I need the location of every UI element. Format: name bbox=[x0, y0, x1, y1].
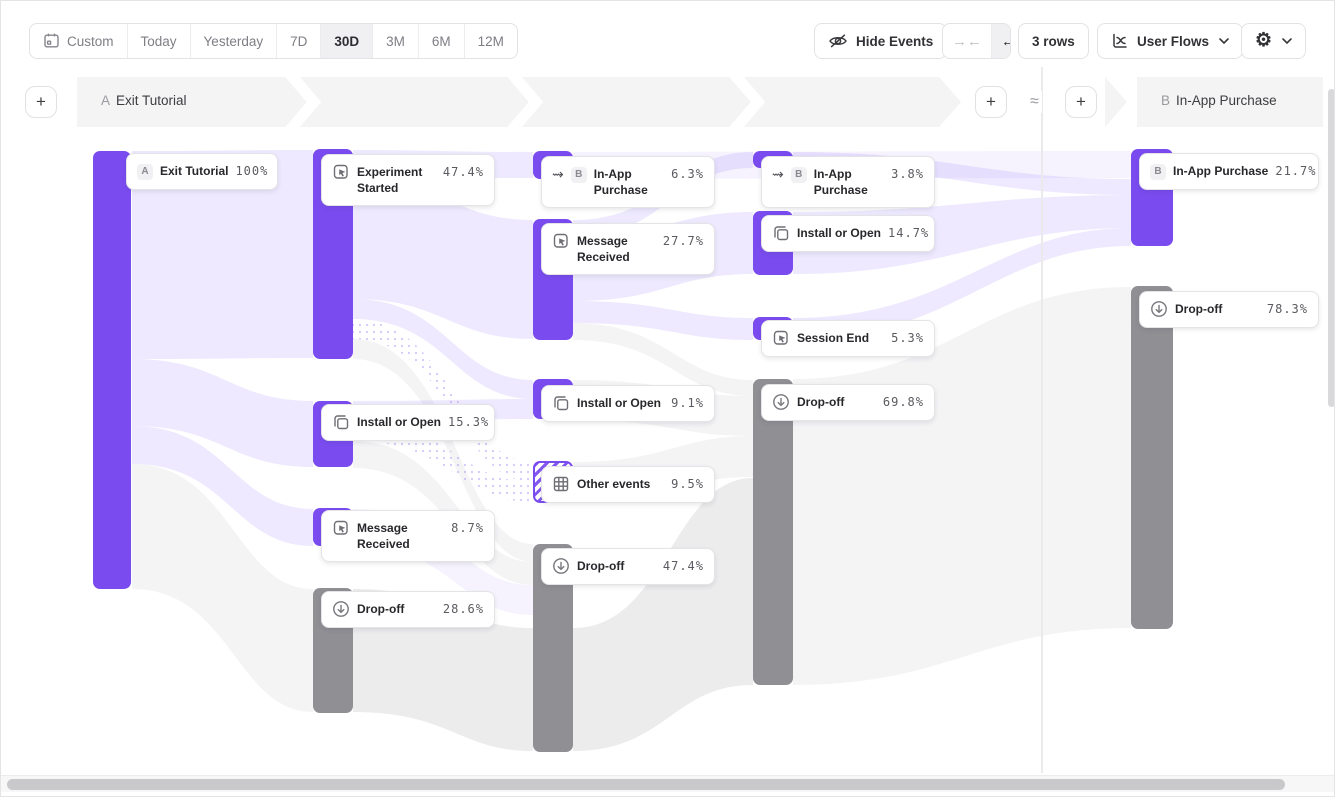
flow-b-banner-tip bbox=[1105, 77, 1127, 127]
date-3m-button[interactable]: 3M bbox=[372, 24, 418, 58]
conversion-arrow-icon: ⇝ bbox=[552, 166, 564, 182]
flow-b-badge: B bbox=[1150, 163, 1166, 180]
date-12m-button[interactable]: 12M bbox=[463, 24, 517, 58]
eye-off-icon bbox=[829, 34, 847, 48]
node-card-in-app-purchase[interactable]: ⇝ B In-App Purchase 3.8% bbox=[761, 156, 935, 209]
auto-track-event-icon bbox=[333, 164, 348, 179]
date-7d-button[interactable]: 7D bbox=[276, 24, 320, 58]
chevron-down-icon bbox=[1219, 38, 1229, 44]
flow-b-badge: B bbox=[790, 166, 807, 183]
install-event-icon bbox=[334, 415, 349, 430]
drop-off-icon bbox=[1151, 301, 1167, 317]
collapse-expand-control: →← ←→ bbox=[942, 23, 1011, 59]
horizontal-scrollbar-thumb[interactable] bbox=[7, 779, 1285, 790]
node-card-drop-off-b[interactable]: Drop-off 78.3% bbox=[1139, 291, 1319, 328]
add-step-before-b-button[interactable]: + bbox=[1065, 86, 1097, 118]
node-card-drop-off[interactable]: Drop-off 69.8% bbox=[761, 384, 935, 421]
collapse-columns-button[interactable]: →← bbox=[943, 24, 991, 58]
node-bar-drop-off-b[interactable] bbox=[1131, 286, 1173, 629]
settings-dropdown[interactable]: ⚙ bbox=[1241, 23, 1307, 59]
flow-a-title: A Exit Tutorial bbox=[101, 93, 187, 108]
node-card-message-received[interactable]: Message Received 27.7% bbox=[541, 223, 715, 276]
date-today-button[interactable]: Today bbox=[126, 24, 190, 58]
node-card-drop-off[interactable]: Drop-off 28.6% bbox=[321, 591, 495, 628]
view-mode-dropdown[interactable]: User Flows bbox=[1097, 23, 1244, 59]
drop-off-icon bbox=[553, 558, 569, 574]
flow-b-banner bbox=[1137, 77, 1323, 127]
vertical-scrollbar-thumb[interactable] bbox=[1328, 89, 1334, 407]
node-bar-drop-off[interactable] bbox=[753, 379, 793, 685]
flow-b-title: B In-App Purchase bbox=[1161, 93, 1277, 108]
step-chevron-icon bbox=[285, 77, 321, 127]
date-6m-button[interactable]: 6M bbox=[417, 24, 464, 58]
user-flows-icon bbox=[1113, 33, 1127, 48]
flow-a-banner bbox=[77, 77, 939, 127]
drop-off-icon bbox=[333, 601, 349, 617]
node-card-experiment-started[interactable]: Experiment Started 47.4% bbox=[321, 154, 495, 207]
node-card-drop-off[interactable]: Drop-off 47.4% bbox=[541, 548, 715, 585]
step-chevron-icon bbox=[507, 77, 543, 127]
node-card-install-or-open[interactable]: Install or Open 14.7% bbox=[761, 215, 935, 252]
step-chevron-icon bbox=[729, 77, 765, 127]
rows-label: 3 rows bbox=[1032, 33, 1075, 49]
node-card-install-or-open[interactable]: Install or Open 15.3% bbox=[321, 404, 495, 441]
hide-events-label: Hide Events bbox=[856, 33, 934, 49]
flow-gap-divider bbox=[1041, 67, 1043, 773]
node-card-session-end[interactable]: Session End 5.3% bbox=[761, 320, 935, 357]
drop-off-icon bbox=[773, 394, 789, 410]
date-yesterday-button[interactable]: Yesterday bbox=[189, 24, 277, 58]
rows-button[interactable]: 3 rows bbox=[1018, 23, 1089, 59]
view-mode-label: User Flows bbox=[1137, 33, 1210, 49]
hide-events-button[interactable]: Hide Events bbox=[814, 23, 948, 59]
flow-b-badge: B bbox=[570, 166, 587, 183]
node-card-in-app-purchase[interactable]: ⇝ B In-App Purchase 6.3% bbox=[541, 156, 715, 209]
date-range-control: Custom Today Yesterday 7D 30D 3M 6M 12M bbox=[29, 23, 518, 59]
node-card-other-events[interactable]: Other events 9.5% bbox=[541, 466, 715, 503]
add-step-end-button[interactable]: + bbox=[975, 86, 1007, 118]
add-step-start-button[interactable]: + bbox=[25, 86, 57, 118]
expand-columns-button[interactable]: ←→ bbox=[991, 24, 1010, 58]
auto-track-event-icon bbox=[773, 330, 788, 345]
node-card-message-received[interactable]: Message Received 8.7% bbox=[321, 510, 495, 563]
conversion-arrow-icon: ⇝ bbox=[772, 166, 784, 182]
date-custom-label: Custom bbox=[67, 33, 114, 49]
date-30d-button-selected[interactable]: 30D bbox=[320, 24, 373, 58]
node-card-exit-tutorial[interactable]: A Exit Tutorial 100% bbox=[126, 153, 278, 190]
install-event-icon bbox=[554, 396, 569, 411]
auto-track-event-icon bbox=[553, 233, 568, 248]
node-card-install-or-open[interactable]: Install or Open 9.1% bbox=[541, 385, 715, 422]
install-event-icon bbox=[774, 226, 789, 241]
toolbar: Custom Today Yesterday 7D 30D 3M 6M 12M … bbox=[1, 1, 1334, 67]
flow-a-badge: A bbox=[137, 163, 153, 180]
auto-track-event-icon bbox=[333, 520, 348, 535]
expand-arrows-icon: ←→ bbox=[1001, 33, 1010, 50]
grid-events-icon bbox=[553, 476, 569, 492]
calendar-icon bbox=[44, 33, 59, 48]
collapse-arrows-icon: →← bbox=[952, 32, 982, 50]
date-custom-button[interactable]: Custom bbox=[30, 24, 127, 58]
gear-icon: ⚙ bbox=[1255, 30, 1273, 51]
approx-gap-icon: ≈ bbox=[1027, 91, 1042, 113]
flow-a-banner-tip bbox=[939, 77, 961, 127]
horizontal-scrollbar-track bbox=[1, 775, 1334, 792]
node-bar-exit-tutorial[interactable] bbox=[93, 151, 131, 589]
node-card-in-app-purchase-b[interactable]: B In-App Purchase 21.7% bbox=[1139, 153, 1319, 190]
chevron-down-icon bbox=[1282, 38, 1292, 44]
